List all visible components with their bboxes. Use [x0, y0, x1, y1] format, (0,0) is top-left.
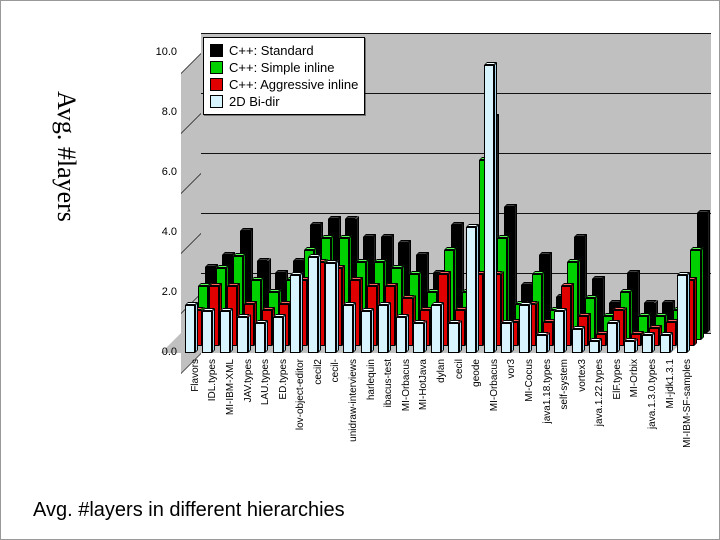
gridline	[201, 213, 711, 214]
x-tick-label: lov-object-editor	[295, 359, 306, 459]
y-axis-label: Avg. #layers	[51, 91, 81, 222]
x-tick-label: IDL.types	[207, 359, 218, 459]
legend-swatch	[210, 61, 223, 74]
bar	[308, 257, 318, 353]
x-tick-label: ibacus-test	[383, 359, 394, 459]
legend-item: 2D Bi-dir	[210, 94, 358, 109]
x-tick-label: self-system	[559, 359, 570, 459]
y-tick-label: 6.0	[149, 166, 177, 178]
bar	[185, 305, 195, 353]
x-tick-label: ED.types	[278, 359, 289, 459]
bar	[554, 311, 564, 353]
x-tick-label: MI-Orbacus	[401, 359, 412, 459]
bar	[237, 317, 247, 353]
x-tick-label: MI-IBM-SF-samples	[682, 359, 693, 459]
y-tick-label: 0.0	[149, 346, 177, 358]
y-tick-label: 10.0	[149, 46, 177, 58]
x-tick-label: LAU.types	[260, 359, 271, 459]
x-tick-label: MI-Orbacus	[489, 359, 500, 459]
x-tick-label: MI-jdk1.3.1	[665, 359, 676, 459]
x-tick-label: cecil2	[313, 359, 324, 459]
x-tick-label: ElF.types	[612, 359, 623, 459]
x-tick-label: JAV.types	[243, 359, 254, 459]
y-tick-label: 8.0	[149, 106, 177, 118]
bar	[431, 305, 441, 353]
bar	[466, 227, 476, 353]
bar	[484, 65, 494, 353]
bar	[343, 305, 353, 353]
x-tick-label: MI-Cocus	[524, 359, 535, 459]
x-tick-label: MI-HotJava	[418, 359, 429, 459]
x-tick-label: MI-IBM-XML	[225, 359, 236, 459]
bar	[378, 305, 388, 353]
bar	[660, 335, 670, 353]
bar	[677, 275, 687, 353]
bar	[519, 305, 529, 353]
x-tick-label: MI-Orbix	[629, 359, 640, 459]
caption: Avg. #layers in different hierarchies	[33, 499, 345, 522]
legend-label: C++: Aggressive inline	[229, 77, 358, 92]
x-tick-label: cecil-	[330, 359, 341, 459]
x-tick-label: harlequin	[366, 359, 377, 459]
legend-swatch	[210, 78, 223, 91]
bar	[290, 275, 300, 353]
bar	[325, 263, 335, 353]
bar	[572, 329, 582, 353]
bar	[396, 317, 406, 353]
x-tick-label: unidraw-interviews	[348, 359, 359, 459]
bar	[361, 311, 371, 353]
bar	[273, 317, 283, 353]
x-tick-label: dylan	[436, 359, 447, 459]
y-tick-label: 2.0	[149, 286, 177, 298]
bar	[501, 323, 511, 353]
legend-item: C++: Aggressive inline	[210, 77, 358, 92]
gridline	[201, 153, 711, 154]
bar	[202, 311, 212, 353]
legend-label: C++: Simple inline	[229, 60, 335, 75]
x-tick-label: java.1.3.0.types	[647, 359, 658, 459]
bar	[413, 323, 423, 353]
bar	[589, 341, 599, 353]
legend-label: C++: Standard	[229, 43, 314, 58]
bar	[448, 323, 458, 353]
bar	[220, 311, 230, 353]
bar	[536, 335, 546, 353]
legend: C++: Standard C++: Simple inline C++: Aggr…	[203, 37, 365, 115]
gridline	[201, 33, 711, 34]
legend-item: C++: Standard	[210, 43, 358, 58]
legend-label: 2D Bi-dir	[229, 94, 280, 109]
x-tick-label: Flavors	[190, 359, 201, 459]
chart-frame: Avg. #layers 0.0 2.0 4.0 6.0 8.0 10.0 Flavors I…	[0, 0, 720, 540]
x-tick-label: vor3	[506, 359, 517, 459]
bar	[642, 335, 652, 353]
bar	[624, 341, 634, 353]
legend-item: C++: Simple inline	[210, 60, 358, 75]
legend-swatch	[210, 95, 223, 108]
legend-swatch	[210, 44, 223, 57]
x-tick-label: cecil	[454, 359, 465, 459]
y-tick-label: 4.0	[149, 226, 177, 238]
bar	[607, 323, 617, 353]
x-tick-label: geode	[471, 359, 482, 459]
x-tick-label: java1.18.types	[542, 359, 553, 459]
x-tick-label: java.1.22.types	[594, 359, 605, 459]
x-tick-label: vortex3	[577, 359, 588, 459]
bar	[255, 323, 265, 353]
